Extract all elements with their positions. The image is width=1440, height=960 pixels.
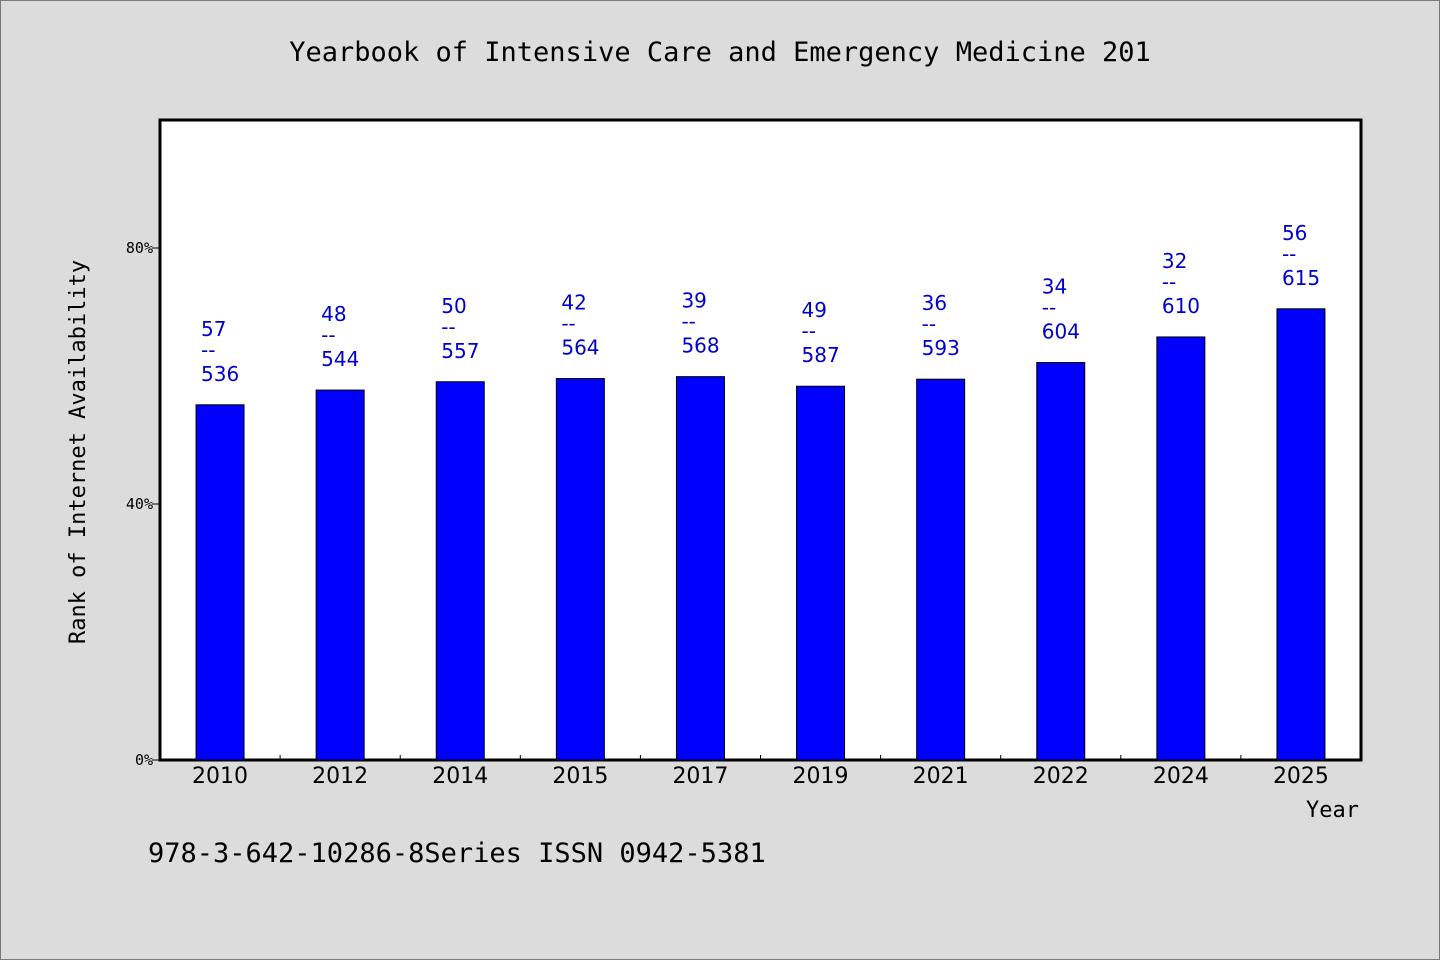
x-axis: 2010 2012 2014 2015 2017 2019 2021 2022 2024 2025 bbox=[192, 755, 1329, 789]
y-tick-label: 40% bbox=[126, 495, 153, 513]
footnote: 978-3-642-10286-8Series ISSN 0942-5381 bbox=[148, 838, 766, 869]
bars-group bbox=[195, 308, 1326, 761]
data-label-bottom-2019: 587 bbox=[802, 343, 840, 367]
bar-2019 bbox=[796, 385, 846, 761]
bar-2024 bbox=[1156, 336, 1206, 761]
x-tick-label-2019: 2019 bbox=[793, 764, 849, 789]
x-tick-label-2015: 2015 bbox=[552, 764, 608, 789]
x-tick-label-2021: 2021 bbox=[913, 764, 969, 789]
x-tick-label-2022: 2022 bbox=[1033, 764, 1089, 789]
y-tick-label: 0% bbox=[135, 751, 153, 769]
data-label-sep-2021: -- bbox=[922, 312, 936, 336]
data-labels-group: 57--53648--54450--55742--56439--56849--5… bbox=[201, 221, 1320, 386]
bar-2010 bbox=[195, 404, 245, 761]
x-tick-label-2014: 2014 bbox=[432, 764, 488, 789]
y-axis-label: Rank of Internet Availability bbox=[66, 260, 91, 644]
data-label-top-2012: 48 bbox=[321, 302, 346, 326]
data-label-bottom-2024: 610 bbox=[1162, 294, 1200, 318]
bar-2014 bbox=[435, 381, 485, 761]
data-label-bottom-2010: 536 bbox=[201, 362, 239, 386]
data-label-bottom-2015: 564 bbox=[561, 336, 599, 360]
data-label-top-2019: 49 bbox=[802, 298, 827, 322]
data-label-top-2024: 32 bbox=[1162, 249, 1187, 273]
data-label-top-2015: 42 bbox=[561, 291, 586, 315]
x-tick-label-2017: 2017 bbox=[672, 764, 728, 789]
bar-2015 bbox=[555, 378, 605, 761]
data-label-sep-2010: -- bbox=[201, 338, 215, 362]
bar-2021 bbox=[916, 378, 966, 761]
chart-title: Yearbook of Intensive Care and Emergency… bbox=[289, 37, 1151, 68]
bar-2012 bbox=[315, 389, 365, 761]
data-label-sep-2025: -- bbox=[1282, 242, 1296, 266]
data-label-top-2010: 57 bbox=[201, 317, 226, 341]
data-label-bottom-2022: 604 bbox=[1042, 320, 1080, 344]
data-label-sep-2024: -- bbox=[1162, 270, 1176, 294]
bar-2017 bbox=[675, 376, 725, 761]
x-tick-label-2012: 2012 bbox=[312, 764, 368, 789]
bar-2022 bbox=[1036, 362, 1086, 761]
data-label-top-2022: 34 bbox=[1042, 275, 1067, 299]
y-axis: 0% 40% 80% bbox=[126, 239, 160, 769]
data-label-top-2021: 36 bbox=[922, 291, 947, 315]
x-tick-label-2025: 2025 bbox=[1273, 764, 1329, 789]
data-label-bottom-2014: 557 bbox=[441, 339, 479, 363]
x-axis-label: Year bbox=[1306, 798, 1359, 823]
data-label-sep-2022: -- bbox=[1042, 296, 1056, 320]
data-label-bottom-2025: 615 bbox=[1282, 266, 1320, 290]
bar-2025 bbox=[1276, 308, 1326, 761]
x-tick-label-2010: 2010 bbox=[192, 764, 248, 789]
data-label-top-2017: 39 bbox=[681, 289, 706, 313]
data-label-top-2025: 56 bbox=[1282, 221, 1307, 245]
data-label-top-2014: 50 bbox=[441, 294, 466, 318]
x-tick-label-2024: 2024 bbox=[1153, 764, 1209, 789]
data-label-sep-2017: -- bbox=[681, 310, 695, 334]
data-label-sep-2015: -- bbox=[561, 312, 575, 336]
data-label-bottom-2021: 593 bbox=[922, 336, 960, 360]
data-label-bottom-2012: 544 bbox=[321, 347, 359, 371]
data-label-sep-2014: -- bbox=[441, 315, 455, 339]
data-label-sep-2012: -- bbox=[321, 323, 335, 347]
data-label-bottom-2017: 568 bbox=[681, 334, 719, 358]
y-tick-label: 80% bbox=[126, 239, 153, 257]
data-label-sep-2019: -- bbox=[802, 319, 816, 343]
